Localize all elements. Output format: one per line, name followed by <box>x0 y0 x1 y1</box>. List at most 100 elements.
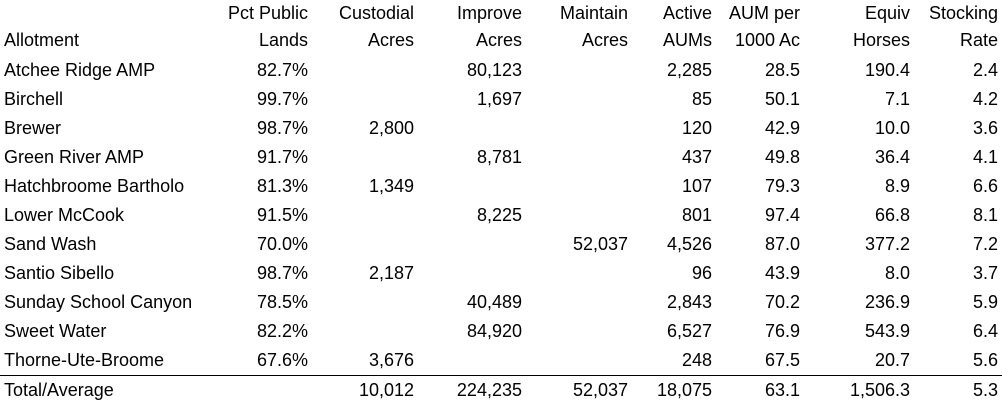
table-cell: 67.5 <box>716 346 804 376</box>
table-cell <box>526 317 632 346</box>
table-cell: 91.7% <box>214 143 312 172</box>
column-header: Allotment <box>0 0 214 56</box>
table-cell: 43.9 <box>716 259 804 288</box>
column-header-line: Maintain <box>560 3 628 23</box>
table-cell: 10.0 <box>804 114 914 143</box>
table-cell <box>418 259 526 288</box>
column-header-line: Acres <box>368 30 414 50</box>
column-header-line: Acres <box>476 30 522 50</box>
column-header-line: Rate <box>960 30 998 50</box>
table-cell: 437 <box>632 143 716 172</box>
table-cell: 52,037 <box>526 230 632 259</box>
table-cell: 42.9 <box>716 114 804 143</box>
allotment-name-cell: Birchell <box>0 85 214 114</box>
table-cell: 97.4 <box>716 201 804 230</box>
table-cell: 236.9 <box>804 288 914 317</box>
table-cell <box>418 172 526 201</box>
table-cell <box>418 114 526 143</box>
table-cell <box>312 317 418 346</box>
table-cell <box>312 230 418 259</box>
table-cell: 3.7 <box>914 259 1002 288</box>
column-header-line: Allotment <box>4 30 79 50</box>
table-cell <box>312 201 418 230</box>
table-cell: 543.9 <box>804 317 914 346</box>
table-cell: 66.8 <box>804 201 914 230</box>
column-header: Stocking Rate <box>914 0 1002 56</box>
table-cell <box>312 143 418 172</box>
table-cell: 5.9 <box>914 288 1002 317</box>
table-cell: 6,527 <box>632 317 716 346</box>
table-cell: 82.2% <box>214 317 312 346</box>
allotment-name-cell: Green River AMP <box>0 143 214 172</box>
column-header-line: Active <box>663 3 712 23</box>
total-cell: 18,075 <box>632 376 716 405</box>
column-header-line: Lands <box>259 30 308 50</box>
table-cell: 49.8 <box>716 143 804 172</box>
table-cell: 8,225 <box>418 201 526 230</box>
table-cell: 40,489 <box>418 288 526 317</box>
table-cell <box>526 346 632 376</box>
table-cell: 85 <box>632 85 716 114</box>
column-header: AUM per 1000 Ac <box>716 0 804 56</box>
table-cell: 3,676 <box>312 346 418 376</box>
table-cell: 2,285 <box>632 56 716 85</box>
table-cell: 87.0 <box>716 230 804 259</box>
column-header-line: AUM per <box>729 3 800 23</box>
table-cell: 91.5% <box>214 201 312 230</box>
total-label: Total/Average <box>0 376 214 405</box>
table-cell: 36.4 <box>804 143 914 172</box>
table-cell: 801 <box>632 201 716 230</box>
table-cell: 107 <box>632 172 716 201</box>
column-header-line: Pct Public <box>228 3 308 23</box>
table-cell: 7.1 <box>804 85 914 114</box>
column-header-line: Stocking <box>929 3 998 23</box>
table-cell: 3.6 <box>914 114 1002 143</box>
table-cell <box>418 230 526 259</box>
allotment-name-cell: Hatchbroome Bartholo <box>0 172 214 201</box>
column-header: Improve Acres <box>418 0 526 56</box>
table-cell: 78.5% <box>214 288 312 317</box>
table-cell: 248 <box>632 346 716 376</box>
table-cell: 8,781 <box>418 143 526 172</box>
table-cell: 1,349 <box>312 172 418 201</box>
column-header-line: Custodial <box>339 3 414 23</box>
table-cell: 82.7% <box>214 56 312 85</box>
table-cell: 7.2 <box>914 230 1002 259</box>
table-cell <box>312 56 418 85</box>
total-cell: 5.3 <box>914 376 1002 405</box>
table-cell: 1,697 <box>418 85 526 114</box>
table-cell <box>526 201 632 230</box>
table-cell: 2,187 <box>312 259 418 288</box>
table-cell: 70.2 <box>716 288 804 317</box>
allotment-name-cell: Brewer <box>0 114 214 143</box>
column-header-line: Equiv <box>865 3 910 23</box>
table-cell <box>526 114 632 143</box>
table-cell <box>526 288 632 317</box>
table-cell: 4.1 <box>914 143 1002 172</box>
column-header-line: 1000 Ac <box>735 30 800 50</box>
table-cell: 190.4 <box>804 56 914 85</box>
table-cell: 4,526 <box>632 230 716 259</box>
table-cell: 2,843 <box>632 288 716 317</box>
total-cell <box>214 376 312 405</box>
table-cell: 20.7 <box>804 346 914 376</box>
table-cell <box>312 288 418 317</box>
table-cell: 2,800 <box>312 114 418 143</box>
table-cell: 4.2 <box>914 85 1002 114</box>
column-header-line: Horses <box>853 30 910 50</box>
allotment-name-cell: Sunday School Canyon <box>0 288 214 317</box>
table-cell <box>418 346 526 376</box>
table-cell: 67.6% <box>214 346 312 376</box>
column-header-line: AUMs <box>663 30 712 50</box>
column-header-line: Improve <box>457 3 522 23</box>
